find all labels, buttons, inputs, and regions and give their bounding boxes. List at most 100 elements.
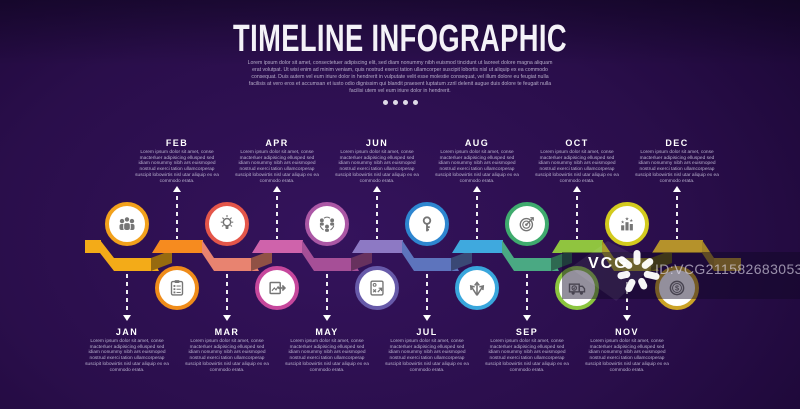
ribbon-run-upper	[152, 240, 203, 253]
month-label: JAN	[115, 327, 139, 337]
connector-arrow	[523, 315, 531, 321]
ribbon-run-upper	[452, 240, 503, 253]
ribbon-run-lower	[314, 258, 359, 271]
ribbon-fold	[451, 250, 472, 271]
timeline-connector	[226, 274, 228, 313]
watermark-starburst-icon	[617, 250, 660, 293]
month-description: Lorem ipsum dolor sit amet, conse macter…	[85, 339, 169, 373]
connector-arrow	[573, 186, 581, 192]
key-icon	[422, 216, 432, 232]
connector-arrow	[623, 315, 631, 321]
svg-text:★: ★	[621, 219, 626, 224]
connector-arrow	[223, 315, 231, 321]
ribbon-run-lower	[114, 258, 159, 271]
month-description: Lorem ipsum dolor sit amet, conse macter…	[235, 150, 319, 184]
intro-paragraph: Lorem ipsum dolor sit amet, consectetuer…	[247, 60, 553, 94]
month-circle-jan	[105, 202, 149, 246]
team-icon	[119, 216, 135, 231]
finance-icon: $	[669, 280, 685, 296]
month-description: Lorem ipsum dolor sit amet, conse macter…	[435, 150, 519, 184]
carousel-dot	[402, 100, 408, 105]
month-description: Lorem ipsum dolor sit amet, conse macter…	[185, 339, 269, 373]
ribbon-fold	[551, 250, 572, 271]
ribbon-fold	[351, 250, 372, 271]
month-label: MAY	[315, 327, 339, 337]
month-circle-mar	[205, 202, 249, 246]
delivery-icon	[568, 283, 586, 295]
ribbon-diagonal	[602, 240, 614, 271]
ribbon-run-lower	[414, 258, 459, 271]
month-circle-may	[305, 202, 349, 246]
month-description: Lorem ipsum dolor sit amet, conse macter…	[585, 339, 669, 373]
month-label: AUG	[464, 138, 490, 148]
connector-arrow	[323, 315, 331, 321]
month-label: JUN	[365, 138, 389, 148]
ribbon-diagonal	[100, 240, 114, 271]
ranking-icon: ★ ★ ★	[621, 216, 634, 231]
month-circle-aug	[455, 266, 499, 310]
connector-arrow	[423, 315, 431, 321]
month-description: Lorem ipsum dolor sit amet, conse macter…	[485, 339, 569, 373]
timeline-connector	[626, 274, 628, 313]
ribbon-run-upper	[652, 240, 703, 253]
timeline-connector	[426, 274, 428, 313]
timeline-connector	[526, 274, 528, 313]
timeline-connector	[576, 196, 578, 239]
month-label: JUL	[416, 327, 438, 337]
month-circle-apr	[255, 266, 299, 310]
month-circle-oct	[555, 266, 599, 310]
month-label: APR	[265, 138, 289, 148]
month-circle-feb	[155, 266, 199, 310]
month-label: NOV	[615, 327, 639, 337]
watermark-id: ID:VCG211582683053	[655, 261, 800, 277]
export-image-icon	[269, 281, 287, 295]
svg-text:★: ★	[625, 216, 630, 222]
page-title: TIMELINE INFOGRAPHIC	[233, 17, 567, 60]
month-circle-nov: ★ ★ ★	[605, 202, 649, 246]
ribbon-run-lower	[514, 258, 559, 271]
month-label: DEC	[665, 138, 689, 148]
month-label: SEP	[515, 327, 539, 337]
timeline-connector	[176, 196, 178, 239]
ribbon-run-upper	[552, 240, 603, 253]
connector-arrow	[273, 186, 281, 192]
ribbon-fold	[251, 250, 272, 271]
ribbon-fold	[651, 250, 672, 271]
network-icon	[319, 216, 335, 232]
connector-arrow	[673, 186, 681, 192]
month-description: Lorem ipsum dolor sit amet, conse macter…	[385, 339, 469, 373]
checklist-icon	[170, 280, 184, 296]
month-description: Lorem ipsum dolor sit amet, conse macter…	[135, 150, 219, 184]
ribbon-diagonal	[702, 240, 714, 271]
timeline-connector	[126, 274, 128, 313]
connector-arrow	[373, 186, 381, 192]
target-icon	[519, 217, 534, 232]
pagination-dots	[0, 100, 800, 105]
ribbon-fold	[151, 250, 172, 271]
carousel-dot	[392, 100, 398, 105]
month-description: Lorem ipsum dolor sit amet, conse macter…	[335, 150, 419, 184]
connector-arrow	[123, 315, 131, 321]
month-circle-dec: $	[655, 266, 699, 310]
timeline-connector	[326, 274, 328, 313]
ribbon-run-upper	[352, 240, 403, 253]
ribbon-diagonal	[402, 240, 414, 271]
month-label: OCT	[565, 138, 589, 148]
ribbon-diagonal	[302, 240, 314, 271]
month-description: Lorem ipsum dolor sit amet, conse macter…	[535, 150, 619, 184]
month-label: MAR	[214, 327, 240, 337]
timeline-connector	[276, 196, 278, 239]
svg-text:★: ★	[629, 218, 634, 223]
month-description: Lorem ipsum dolor sit amet, conse macter…	[285, 339, 369, 373]
timeline-connector	[676, 196, 678, 239]
ribbon-diagonal	[502, 240, 514, 271]
idea-icon	[220, 215, 234, 229]
timeline-connector	[376, 196, 378, 239]
connector-arrow	[173, 186, 181, 192]
growth-arrows-icon	[469, 281, 485, 296]
month-circle-jul	[405, 202, 449, 246]
watermark-brand: VCG	[588, 255, 629, 272]
ribbon-run-upper	[252, 240, 303, 253]
